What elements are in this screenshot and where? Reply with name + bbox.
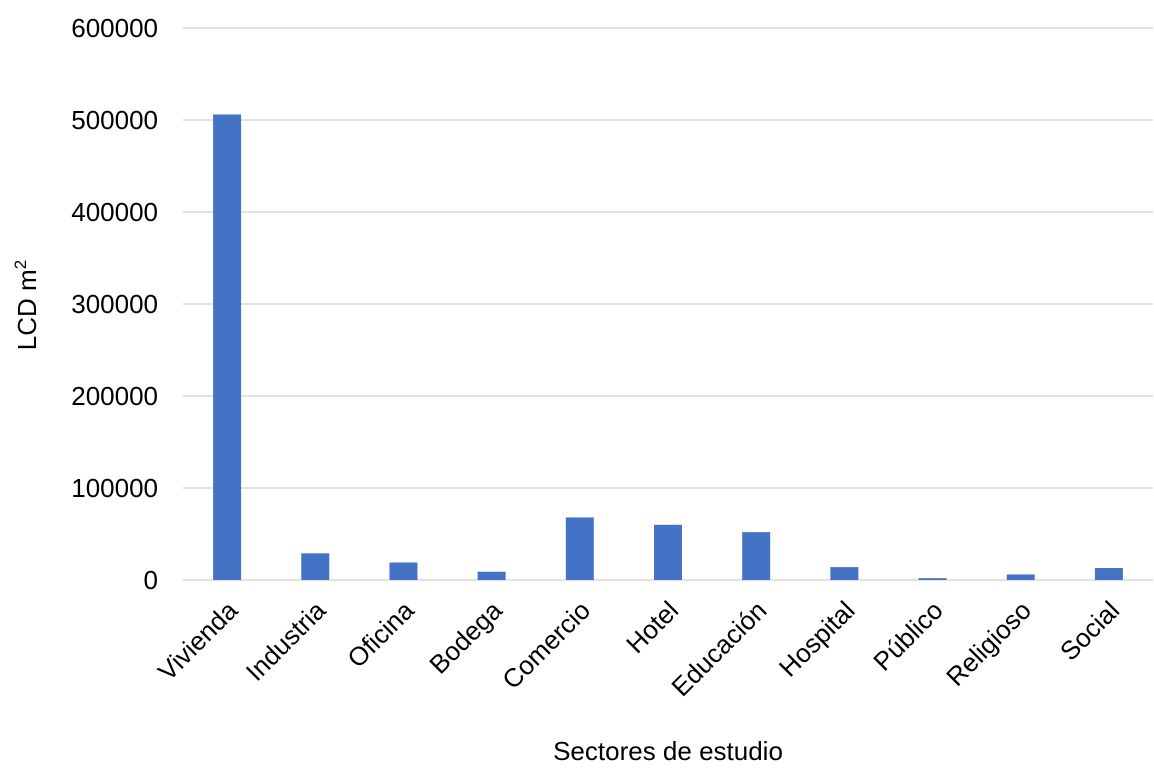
x-tick-label: Vivienda xyxy=(152,595,244,687)
x-tick-label: Oficina xyxy=(341,595,420,674)
bar-Vivienda xyxy=(213,114,242,580)
y-axis-title-superscript: 2 xyxy=(11,260,30,269)
bars xyxy=(213,114,1123,580)
x-tick-label: Social xyxy=(1054,595,1125,666)
y-tick-labels: 0 100000 200000 300000 400000 500000 600000 xyxy=(71,13,158,595)
bar-Social xyxy=(1094,568,1123,580)
bar-Oficina xyxy=(389,562,418,580)
x-tick-label: Hospital xyxy=(773,595,861,683)
y-axis-title: LCD m2 xyxy=(11,260,42,350)
bar-Comercio xyxy=(565,517,594,580)
bar-Educación xyxy=(742,532,771,580)
gridlines xyxy=(183,27,1153,581)
y-tick-label: 500000 xyxy=(71,105,158,135)
x-tick-label: Bodega xyxy=(423,595,508,680)
bar-Industria xyxy=(301,553,330,580)
y-tick-label: 0 xyxy=(144,565,158,595)
y-tick-label: 200000 xyxy=(71,381,158,411)
bar-Hotel xyxy=(654,524,682,580)
x-tick-label: Religioso xyxy=(940,595,1037,692)
x-tick-label: Educación xyxy=(665,595,772,702)
bar-Religioso xyxy=(1006,574,1035,580)
y-tick-label: 300000 xyxy=(71,289,158,319)
x-tick-label: Hotel xyxy=(620,595,684,659)
y-tick-label: 100000 xyxy=(71,473,158,503)
bar-Público xyxy=(918,578,947,580)
x-axis-title: Sectores de estudio xyxy=(553,736,783,766)
bar-Hospital xyxy=(830,567,859,580)
x-tick-label: Público xyxy=(867,595,949,677)
x-tick-label: Industria xyxy=(240,595,332,687)
y-axis-title-main: LCD m xyxy=(12,269,42,350)
x-tick-label: Comercio xyxy=(496,595,596,695)
bar-Bodega xyxy=(477,571,506,580)
y-tick-label: 400000 xyxy=(71,197,158,227)
y-tick-label: 600000 xyxy=(71,13,158,43)
